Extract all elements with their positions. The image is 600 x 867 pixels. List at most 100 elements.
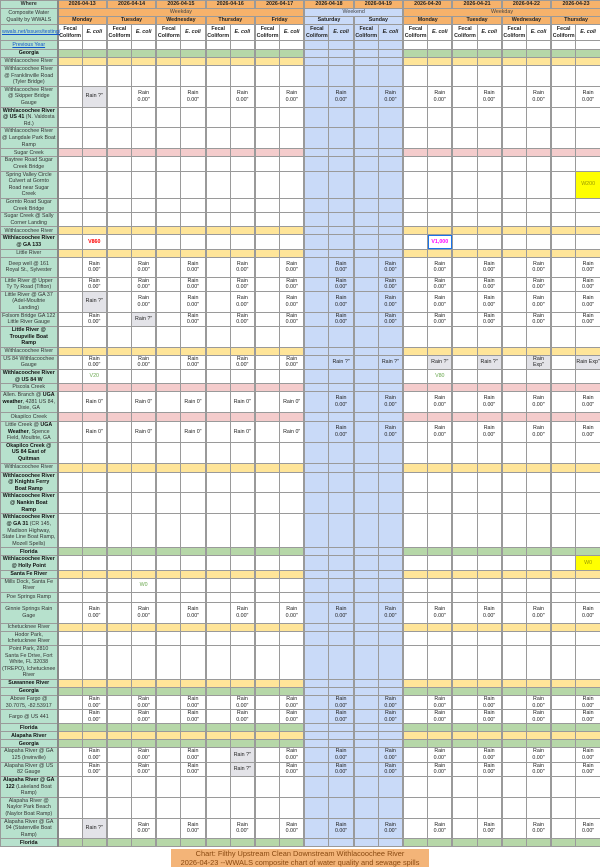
fecal-coliform-cell[interactable] xyxy=(255,128,280,149)
fecal-coliform-cell[interactable] xyxy=(354,227,379,235)
e-coli-cell[interactable] xyxy=(428,592,453,602)
fecal-coliform-cell[interactable] xyxy=(403,442,428,463)
fecal-coliform-cell[interactable] xyxy=(304,326,329,347)
rain-value[interactable]: Rain 0.00" xyxy=(526,818,551,839)
rain-value[interactable]: Rain 0.00" xyxy=(132,602,157,623)
e-coli-cell[interactable] xyxy=(329,50,354,58)
fecal-coliform-cell[interactable] xyxy=(156,740,181,748)
rain-value[interactable]: Rain 0.00" xyxy=(526,291,551,312)
fecal-coliform-cell[interactable] xyxy=(502,412,527,421)
e-coli-cell[interactable] xyxy=(428,171,453,198)
e-coli-cell[interactable] xyxy=(576,680,600,688)
fecal-coliform-cell[interactable] xyxy=(304,631,329,645)
e-coli-cell[interactable] xyxy=(280,50,305,58)
fecal-coliform-cell[interactable] xyxy=(502,249,527,257)
e-coli-cell[interactable] xyxy=(132,493,157,514)
fecal-coliform-cell[interactable] xyxy=(502,602,527,623)
rain-value[interactable]: Rain 0" xyxy=(280,392,305,413)
fecal-coliform-cell[interactable] xyxy=(304,442,329,463)
e-coli-cell[interactable] xyxy=(82,128,107,149)
fecal-coliform-cell[interactable] xyxy=(156,578,181,592)
fecal-coliform-cell[interactable] xyxy=(206,514,231,548)
fecal-coliform-cell[interactable] xyxy=(255,198,280,212)
e-coli-cell[interactable] xyxy=(329,623,354,631)
e-coli-cell[interactable] xyxy=(477,157,502,171)
fecal-coliform-cell[interactable] xyxy=(156,86,181,107)
fecal-coliform-cell[interactable] xyxy=(502,724,527,732)
rain-value[interactable]: Rain 0.00" xyxy=(230,818,255,839)
rain-value[interactable]: Rain 0.00" xyxy=(576,602,600,623)
fecal-coliform-cell[interactable] xyxy=(452,797,477,818)
e-coli-cell[interactable] xyxy=(280,646,305,680)
fecal-coliform-cell[interactable] xyxy=(403,570,428,578)
fecal-coliform-cell[interactable] xyxy=(156,171,181,198)
e-coli-cell[interactable] xyxy=(378,680,403,688)
fecal-coliform-cell[interactable] xyxy=(58,128,83,149)
rain-value[interactable]: Rain 0.00" xyxy=(329,277,354,291)
rain-value[interactable]: Rain 0.00" xyxy=(280,762,305,776)
e-coli-cell[interactable] xyxy=(181,128,206,149)
fecal-coliform-cell[interactable] xyxy=(502,369,527,383)
e-coli-cell[interactable] xyxy=(378,472,403,493)
e-coli-cell[interactable] xyxy=(230,157,255,171)
e-coli-cell[interactable] xyxy=(428,157,453,171)
fecal-coliform-cell[interactable] xyxy=(354,514,379,548)
e-coli-cell[interactable] xyxy=(181,797,206,818)
fecal-coliform-cell[interactable] xyxy=(354,249,379,257)
fecal-coliform-cell[interactable] xyxy=(304,570,329,578)
rain-value[interactable]: Rain 0.00" xyxy=(477,257,502,277)
e-coli-cell[interactable] xyxy=(329,776,354,797)
fecal-coliform-cell[interactable] xyxy=(403,556,428,570)
e-coli-cell[interactable] xyxy=(576,514,600,548)
e-coli-cell[interactable] xyxy=(181,198,206,212)
fecal-coliform-cell[interactable] xyxy=(206,442,231,463)
rain-value[interactable]: Rain 0.00" xyxy=(576,710,600,724)
e-coli-cell[interactable] xyxy=(181,249,206,257)
e-coli-cell[interactable] xyxy=(428,514,453,548)
e-coli-cell[interactable] xyxy=(82,646,107,680)
rain-value[interactable]: Rain 0.00" xyxy=(428,818,453,839)
e-coli-cell[interactable] xyxy=(280,41,305,50)
rain-value[interactable]: Rain 0.00" xyxy=(181,257,206,277)
fecal-coliform-cell[interactable] xyxy=(354,762,379,776)
e-coli-cell[interactable] xyxy=(181,171,206,198)
fecal-coliform-cell[interactable] xyxy=(502,623,527,631)
e-coli-cell[interactable] xyxy=(181,58,206,66)
fecal-coliform-cell[interactable] xyxy=(58,58,83,66)
rain-value[interactable]: Rain 0.00" xyxy=(378,696,403,710)
e-coli-cell[interactable] xyxy=(477,198,502,212)
e-coli-cell[interactable] xyxy=(181,623,206,631)
e-coli-cell[interactable] xyxy=(428,41,453,50)
fecal-coliform-cell[interactable] xyxy=(255,213,280,227)
fecal-coliform-cell[interactable] xyxy=(354,623,379,631)
fecal-coliform-cell[interactable] xyxy=(551,355,576,369)
rain-value[interactable]: Rain 0.00" xyxy=(230,696,255,710)
fecal-coliform-cell[interactable] xyxy=(58,442,83,463)
e-coli-cell[interactable] xyxy=(230,442,255,463)
e-coli-cell[interactable] xyxy=(329,463,354,472)
fecal-coliform-cell[interactable] xyxy=(58,631,83,645)
e-coli-cell[interactable] xyxy=(576,326,600,347)
fecal-coliform-cell[interactable] xyxy=(255,442,280,463)
e-coli-cell[interactable] xyxy=(378,369,403,383)
fecal-coliform-cell[interactable] xyxy=(58,646,83,680)
fecal-coliform-cell[interactable] xyxy=(255,646,280,680)
fecal-coliform-cell[interactable] xyxy=(403,463,428,472)
rain-value[interactable]: Rain 0.00" xyxy=(132,86,157,107)
fecal-coliform-cell[interactable] xyxy=(255,797,280,818)
e-coli-cell[interactable] xyxy=(526,797,551,818)
fecal-coliform-cell[interactable] xyxy=(206,257,231,277)
rain-value[interactable]: Rain Exp" xyxy=(576,355,600,369)
e-coli-cell[interactable] xyxy=(526,347,551,355)
rain-value[interactable]: Rain 0.00" xyxy=(526,748,551,762)
fecal-coliform-cell[interactable] xyxy=(502,548,527,556)
rain-value[interactable]: Rain 0.00" xyxy=(181,355,206,369)
e-coli-cell[interactable] xyxy=(576,41,600,50)
fecal-coliform-cell[interactable] xyxy=(58,347,83,355)
fecal-coliform-cell[interactable] xyxy=(156,710,181,724)
e-coli-cell[interactable] xyxy=(378,107,403,128)
e-coli-cell[interactable] xyxy=(82,107,107,128)
fecal-coliform-cell[interactable] xyxy=(107,740,132,748)
fecal-coliform-cell[interactable] xyxy=(304,50,329,58)
e-coli-cell[interactable] xyxy=(526,548,551,556)
